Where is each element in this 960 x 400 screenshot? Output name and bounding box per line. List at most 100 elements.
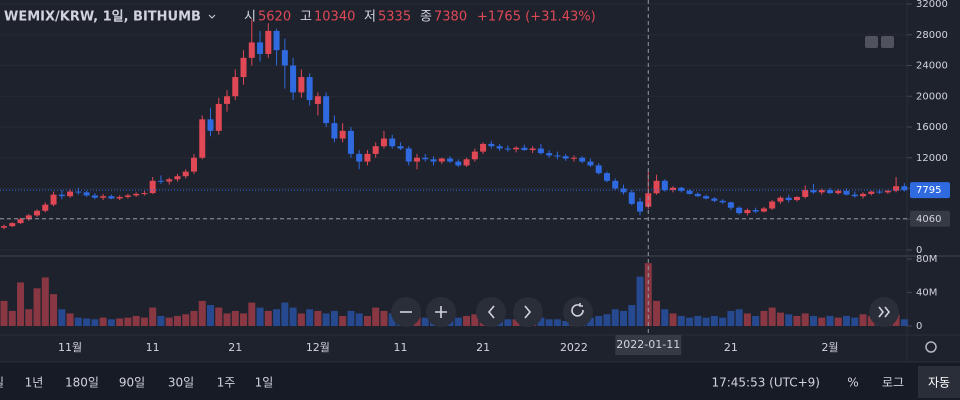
volume-bar (198, 300, 206, 326)
range-button[interactable]: 일 (0, 376, 4, 390)
volume-bar (99, 317, 107, 326)
range-button[interactable]: 30일 (168, 376, 194, 390)
volume-bar (595, 315, 603, 326)
candle-body (736, 207, 743, 214)
x-tick-label: 11 (393, 341, 407, 354)
symbol[interactable]: WEMIX/KRW, 1일, BITHUMB (4, 10, 201, 25)
x-tick-label: 11 (146, 341, 160, 354)
candle-body (785, 197, 792, 201)
auto-toggle[interactable]: 자동 (928, 376, 950, 390)
candle-body (587, 161, 594, 166)
pane-expand[interactable] (881, 36, 894, 48)
volume-bar (74, 317, 82, 326)
range-button[interactable]: 90일 (119, 376, 145, 390)
volume-bar (727, 310, 735, 326)
scroll-right-icon (524, 305, 532, 319)
volume-bar (173, 315, 181, 326)
volume-bar (471, 314, 479, 326)
volume-bar (132, 315, 140, 326)
volume-bar (710, 315, 718, 326)
volume-bar (628, 305, 636, 326)
candle-body (496, 146, 503, 149)
log-toggle[interactable]: 로그 (882, 376, 904, 390)
candle-body (422, 157, 429, 160)
zoom-in-icon (435, 306, 447, 318)
last-price-label: 7795 (916, 185, 941, 196)
volume-bar (8, 310, 16, 326)
volume-bar (454, 317, 462, 326)
candle-body (884, 190, 891, 193)
percent-toggle[interactable]: % (847, 376, 858, 390)
volume-bar (17, 282, 25, 326)
clock: 17:45:53 (UTC+9) (711, 376, 820, 390)
volume-bar (240, 313, 248, 326)
candle-body (58, 194, 65, 197)
volume-bar (785, 314, 793, 326)
vol-tick-label: 80M (916, 254, 937, 265)
candle-body (727, 202, 734, 208)
y-tick-label: 28000 (916, 30, 948, 41)
candle-body (562, 156, 569, 159)
volume-bar (330, 310, 338, 326)
volume-bar (735, 309, 743, 326)
candle-body (265, 30, 272, 54)
open-value: 5620 (258, 10, 291, 25)
volume-bar (223, 313, 231, 326)
candle-body (554, 155, 561, 157)
pane-collapse[interactable] (865, 36, 878, 48)
volume-bar (793, 315, 801, 326)
volume-bar (677, 315, 685, 326)
candle-body (207, 119, 214, 131)
range-button[interactable]: 1일 (255, 376, 274, 390)
volume-bar (314, 310, 322, 326)
auto-button-bg[interactable] (918, 366, 960, 398)
volume-bar (719, 317, 727, 326)
candle-body (91, 195, 98, 198)
candle-body (628, 192, 635, 204)
candle-body (653, 180, 660, 194)
candle-body (480, 143, 487, 152)
reset[interactable] (563, 297, 593, 327)
volume-bar (537, 317, 545, 326)
volume-bar (636, 276, 644, 326)
volume-bar (363, 315, 371, 326)
volume-bar (686, 317, 694, 326)
candle-body (224, 96, 231, 104)
candle-body (471, 151, 478, 160)
volume-bar (297, 313, 305, 326)
volume-bar (809, 315, 817, 326)
settings[interactable] (925, 341, 937, 353)
toolbar-bg (0, 362, 960, 400)
candle-body (529, 148, 536, 151)
volume-bar (463, 315, 471, 326)
volume-bar (165, 317, 173, 326)
candle-body (339, 130, 346, 139)
candle-body (595, 165, 602, 174)
volume-bar (182, 314, 190, 326)
candle-body (686, 190, 693, 194)
scroll-right[interactable] (513, 297, 543, 327)
scroll-left-icon (487, 305, 495, 319)
candle-body (100, 196, 107, 198)
candle-body (612, 180, 619, 189)
low-label: 저 (364, 10, 376, 25)
candle-body (455, 161, 462, 166)
candle-body (802, 190, 809, 197)
range-button[interactable]: 180일 (65, 376, 99, 390)
candle-body (124, 195, 131, 197)
volume-bar (620, 310, 627, 326)
header: WEMIX/KRW, 1일, BITHUMB 시 5620 고 10340 저 … (4, 10, 596, 25)
symbol-caret (208, 14, 216, 19)
range-button[interactable]: 1년 (25, 376, 44, 390)
candle-body (769, 201, 776, 209)
candle-body (166, 179, 173, 182)
volume-bar (586, 317, 594, 326)
volume-bar (669, 313, 677, 326)
scroll-left[interactable] (476, 297, 506, 327)
candle-body (670, 187, 677, 191)
candle-body (579, 157, 586, 162)
range-button[interactable]: 1주 (217, 376, 236, 390)
candle-body (199, 119, 206, 158)
toolbar: 일 1년 180일 90일 30일 1주 1일 17:45:53 (UTC+9)% 로그 자동 (0, 376, 950, 390)
